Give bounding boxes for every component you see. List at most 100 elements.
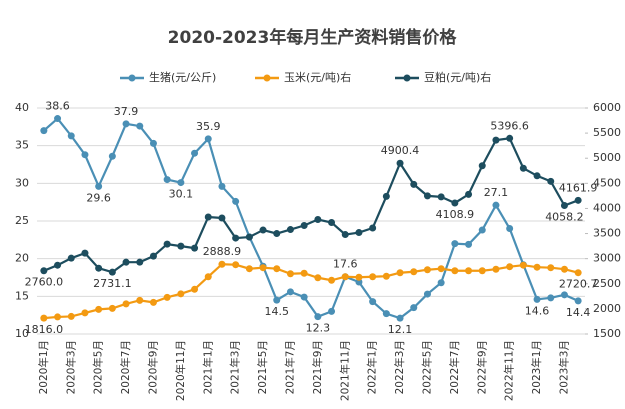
data-point bbox=[136, 122, 144, 130]
data-point bbox=[300, 269, 308, 277]
data-point bbox=[574, 297, 582, 305]
data-label: 2888.9 bbox=[203, 245, 242, 258]
data-label: 4161.9 bbox=[559, 181, 598, 194]
data-point bbox=[122, 120, 130, 128]
data-point bbox=[506, 225, 514, 233]
data-point bbox=[560, 291, 568, 299]
data-point bbox=[95, 182, 103, 190]
data-point bbox=[465, 240, 473, 248]
data-point bbox=[547, 177, 555, 185]
data-point bbox=[382, 192, 390, 200]
data-point bbox=[506, 134, 514, 142]
x-tick-label: 2021年11月 bbox=[338, 340, 351, 401]
data-point bbox=[437, 193, 445, 201]
data-point bbox=[122, 258, 130, 266]
data-point bbox=[108, 304, 116, 312]
data-point bbox=[423, 290, 431, 298]
data-point bbox=[396, 314, 404, 322]
data-label: 14.5 bbox=[265, 305, 290, 318]
x-tick-label: 2020年3月 bbox=[64, 340, 77, 394]
data-point bbox=[478, 267, 486, 275]
data-point bbox=[506, 263, 514, 271]
data-point bbox=[519, 261, 527, 269]
data-label: 14.6 bbox=[525, 304, 550, 317]
y-tick-label: 35 bbox=[15, 139, 29, 152]
data-point bbox=[122, 300, 130, 308]
data-point bbox=[204, 273, 212, 281]
data-point bbox=[410, 180, 418, 188]
data-label: 12.3 bbox=[306, 322, 331, 335]
y2-tick-label: 2500 bbox=[593, 277, 621, 290]
data-point bbox=[286, 226, 294, 234]
data-point bbox=[286, 270, 294, 278]
data-point bbox=[136, 258, 144, 266]
data-point bbox=[273, 230, 281, 238]
data-point bbox=[204, 213, 212, 221]
x-tick-label: 2021年1月 bbox=[201, 340, 214, 394]
data-point bbox=[95, 305, 103, 313]
data-point bbox=[410, 304, 418, 312]
data-label: 29.6 bbox=[86, 191, 111, 204]
y-tick-label: 20 bbox=[15, 252, 29, 265]
data-point bbox=[218, 182, 226, 190]
data-point bbox=[328, 307, 336, 315]
data-point bbox=[300, 293, 308, 301]
chart-title: 2020-2023年每月生产资料销售价格 bbox=[168, 27, 458, 48]
data-point bbox=[67, 132, 75, 140]
data-point bbox=[369, 224, 377, 232]
data-point bbox=[328, 276, 336, 284]
data-point bbox=[81, 249, 89, 257]
data-point bbox=[341, 231, 349, 239]
data-point bbox=[245, 265, 253, 273]
data-point bbox=[81, 309, 89, 317]
x-tick-label: 2021年9月 bbox=[311, 340, 324, 394]
x-tick-label: 2020年7月 bbox=[119, 340, 132, 394]
data-point bbox=[245, 233, 253, 241]
data-label: 30.1 bbox=[169, 188, 194, 201]
y-tick-label: 10 bbox=[15, 327, 29, 340]
data-point bbox=[465, 190, 473, 198]
data-point bbox=[204, 135, 212, 143]
y-tick-label: 15 bbox=[15, 289, 29, 302]
data-point bbox=[382, 272, 390, 280]
data-point bbox=[232, 234, 240, 242]
data-point bbox=[410, 268, 418, 276]
data-point bbox=[328, 219, 336, 227]
data-point bbox=[54, 115, 62, 123]
data-point bbox=[40, 314, 48, 322]
data-point bbox=[191, 285, 199, 293]
data-point bbox=[232, 197, 240, 205]
y2-tick-label: 5000 bbox=[593, 151, 621, 164]
data-point bbox=[574, 269, 582, 277]
data-point bbox=[382, 310, 390, 318]
data-point bbox=[177, 290, 185, 298]
data-point bbox=[259, 264, 267, 272]
data-point bbox=[177, 179, 185, 187]
y2-tick-label: 4000 bbox=[593, 201, 621, 214]
data-point bbox=[286, 288, 294, 296]
data-point bbox=[67, 254, 75, 262]
data-label: 4058.2 bbox=[545, 211, 584, 224]
data-point bbox=[547, 294, 555, 302]
x-tick-label: 2021年5月 bbox=[256, 340, 269, 394]
data-label: 37.9 bbox=[114, 105, 139, 118]
data-point bbox=[177, 242, 185, 250]
x-tick-label: 2023年3月 bbox=[557, 340, 570, 394]
data-point bbox=[54, 313, 62, 321]
data-point bbox=[423, 266, 431, 274]
x-tick-label: 2022年9月 bbox=[475, 340, 488, 394]
y2-tick-label: 4500 bbox=[593, 176, 621, 189]
data-point bbox=[149, 298, 157, 306]
x-tick-label: 2022年3月 bbox=[393, 340, 406, 394]
data-point bbox=[108, 268, 116, 276]
data-point bbox=[492, 136, 500, 144]
data-point bbox=[492, 201, 500, 209]
data-label: 1816.0 bbox=[25, 323, 64, 336]
data-point bbox=[218, 260, 226, 268]
y2-tick-label: 3500 bbox=[593, 227, 621, 240]
data-point bbox=[314, 274, 322, 282]
y2-tick-label: 1500 bbox=[593, 327, 621, 340]
data-point bbox=[191, 149, 199, 157]
y-tick-label: 40 bbox=[15, 101, 29, 114]
